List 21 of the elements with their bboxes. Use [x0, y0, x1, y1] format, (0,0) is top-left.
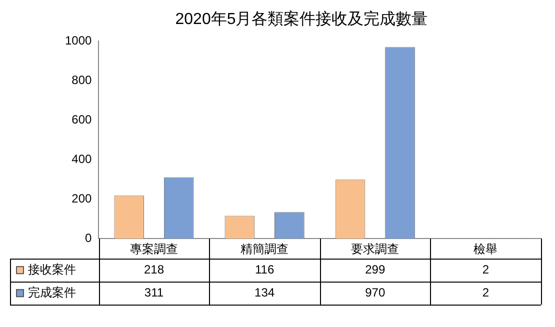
x-tick-label: 精簡調查 [240, 242, 289, 256]
data-label: 970 [365, 285, 386, 300]
legend-label: 接收案件 [28, 262, 76, 276]
x-tick-label: 檢舉 [474, 242, 498, 256]
y-tick-label: 0 [85, 230, 92, 245]
chart-title: 2020年5月各類案件接收及完成數量 [175, 10, 428, 28]
y-tick-label: 200 [72, 191, 92, 206]
x-tick-label: 專案調查 [130, 242, 178, 256]
y-tick-label: 800 [72, 72, 92, 87]
legend-label: 完成案件 [28, 285, 76, 300]
x-tick-label: 要求調查 [351, 242, 400, 256]
data-label: 116 [254, 262, 274, 276]
data-label: 218 [144, 262, 164, 276]
data-label: 2 [482, 285, 490, 300]
y-tick-label: 600 [72, 112, 92, 126]
data-label: 2 [482, 262, 490, 276]
data-label: 311 [144, 285, 164, 300]
y-tick-label: 400 [72, 152, 92, 166]
data-label: 299 [365, 262, 386, 276]
y-tick-label: 1000 [64, 34, 92, 48]
data-label: 134 [254, 285, 275, 300]
